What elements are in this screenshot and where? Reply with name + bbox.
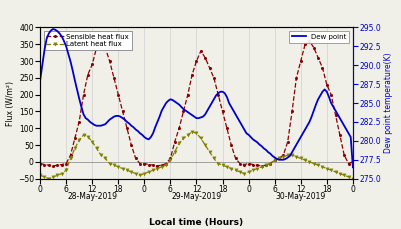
Dew point (277, 158, 282, 161)
Sensible heat flux (146, 163, 151, 166)
Y-axis label: Dew point temperature(K): Dew point temperature(K) (384, 53, 393, 153)
Y-axis label: Flux (W/m²): Flux (W/m²) (6, 81, 15, 125)
Sensible heat flux (316, 56, 320, 59)
Dew point (285, 156, 290, 159)
Text: 30-May-2019: 30-May-2019 (275, 192, 326, 201)
Latent heat flux (190, 130, 194, 133)
Latent heat flux (47, 177, 51, 180)
Sensible heat flux (111, 76, 116, 79)
Dew point (38, 79, 43, 82)
Sensible heat flux (350, 161, 355, 163)
Text: 29-May-2019: 29-May-2019 (171, 192, 221, 201)
Dew point (51, 28, 55, 30)
Legend: Sensible heat flux, Latent heat flux: Sensible heat flux, Latent heat flux (44, 31, 132, 50)
Line: Dew point: Dew point (40, 29, 353, 167)
Latent heat flux (329, 169, 334, 172)
Sensible heat flux (51, 164, 55, 167)
Latent heat flux (38, 174, 43, 177)
Dew point (331, 105, 336, 108)
Dew point (55, 30, 60, 33)
Sensible heat flux (38, 162, 43, 165)
Line: Sensible heat flux: Sensible heat flux (38, 39, 354, 167)
Text: Local time (Hours): Local time (Hours) (150, 218, 243, 227)
Latent heat flux (316, 164, 320, 166)
Legend: Dew point: Dew point (289, 31, 349, 43)
Line: Latent heat flux: Latent heat flux (38, 130, 355, 180)
Dew point (220, 90, 225, 93)
Latent heat flux (111, 164, 116, 166)
Sensible heat flux (329, 93, 334, 96)
Sensible heat flux (198, 50, 203, 52)
Text: 28-May-2019: 28-May-2019 (67, 192, 117, 201)
Dew point (40, 64, 45, 67)
Latent heat flux (203, 144, 208, 146)
Latent heat flux (350, 177, 355, 180)
Sensible heat flux (303, 43, 308, 46)
Dew point (350, 166, 355, 169)
Sensible heat flux (307, 40, 312, 42)
Latent heat flux (146, 171, 151, 173)
Latent heat flux (307, 161, 312, 163)
